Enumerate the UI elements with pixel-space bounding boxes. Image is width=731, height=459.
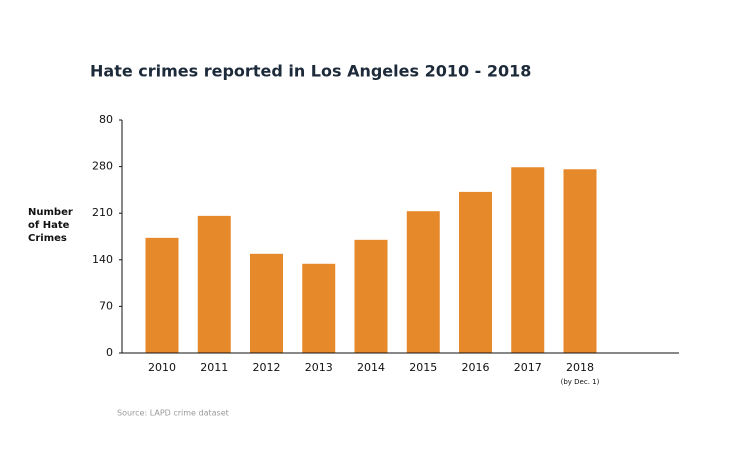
y-tick-label: 80: [99, 113, 113, 126]
y-tick-label: 140: [92, 253, 113, 266]
x-tick-label: 2016: [462, 361, 490, 374]
y-tick-label: 70: [99, 299, 113, 312]
bar: [406, 211, 440, 353]
bar: [197, 215, 231, 353]
x-tick-label: 2018: [566, 361, 594, 374]
x-tick-label: 2011: [200, 361, 228, 374]
bar: [145, 237, 179, 353]
bar: [511, 167, 545, 353]
bar: [459, 191, 492, 353]
bar: [250, 253, 283, 353]
x-tick-label: 2014: [357, 361, 385, 374]
x-tick-label: 2010: [148, 361, 176, 374]
y-axis-label: Number of Hate Crimes: [28, 207, 73, 244]
x-tick-label: 2017: [514, 361, 542, 374]
bar: [563, 169, 597, 353]
x-tick-label: 2015: [409, 361, 437, 374]
chart-title: Hate crimes reported in Los Angeles 2010…: [90, 62, 531, 81]
y-tick-label: 280: [92, 160, 113, 173]
source: Source: LAPD crime dataset: [117, 409, 229, 418]
bar: [302, 263, 336, 353]
x-tick-label: 2013: [305, 361, 333, 374]
bar: [354, 239, 388, 353]
y-tick-label: 0: [106, 346, 113, 359]
category-note: (by Dec. 1): [561, 378, 600, 386]
y-tick-label: 210: [92, 206, 113, 219]
x-tick-label: 2012: [253, 361, 281, 374]
